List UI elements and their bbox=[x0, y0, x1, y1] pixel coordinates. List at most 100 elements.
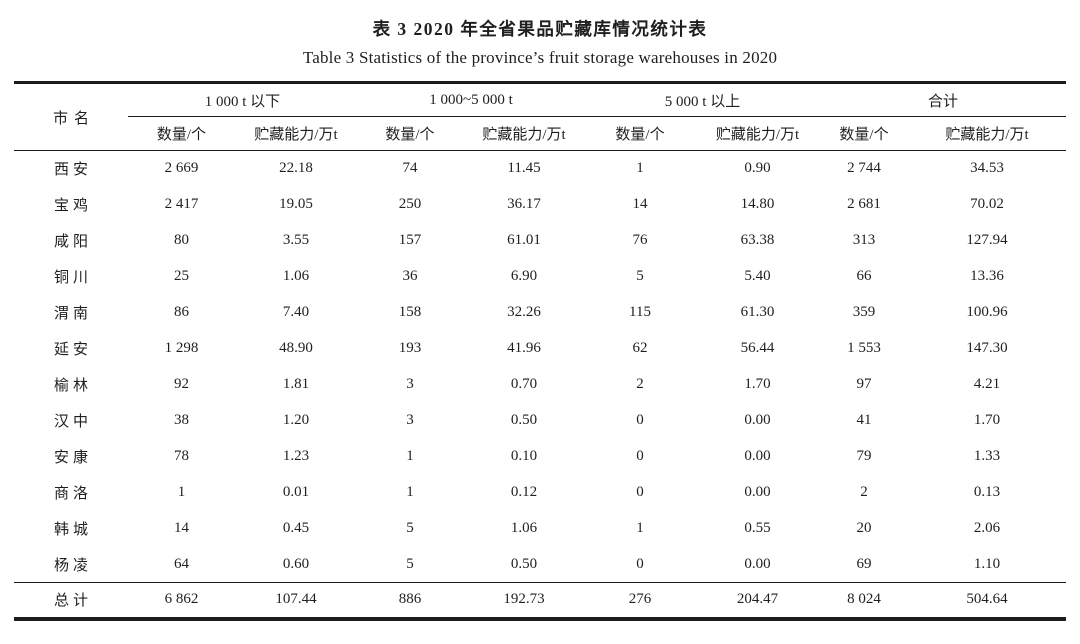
table-row: 延安 1 298 48.90 193 41.96 62 56.44 1 553 147.30 bbox=[14, 331, 1066, 367]
cell-value: 69 bbox=[856, 555, 872, 572]
cell-value: 0.00 bbox=[744, 412, 771, 428]
table-captions: 表 3 2020 年全省果品贮藏库情况统计表 Table 3 Statistic… bbox=[0, 0, 1080, 70]
cell-value: 3.55 bbox=[282, 232, 310, 248]
row-city-label: 延安 bbox=[53, 342, 92, 358]
cell-value: 20 bbox=[856, 520, 872, 536]
cell-value: 80 bbox=[173, 232, 189, 248]
cell-value: 61.30 bbox=[740, 304, 775, 320]
cell-value: 19.05 bbox=[279, 196, 313, 212]
column-group-over-5000t: 5 000 t 以上 bbox=[585, 82, 821, 117]
cell-value: 100.96 bbox=[966, 304, 1008, 320]
table-row: 铜川 25 1.06 36 6.90 5 5.40 66 13.36 bbox=[14, 259, 1066, 295]
cell-value: 0.00 bbox=[744, 484, 771, 500]
cell-value: 97 bbox=[856, 376, 872, 392]
cell-value: 127.94 bbox=[966, 232, 1008, 248]
table-caption-chinese: 表 3 2020 年全省果品贮藏库情况统计表 bbox=[372, 19, 708, 39]
column-group-1000-to-5000t: 1 000~5 000 t bbox=[356, 82, 585, 117]
cell-value: 1 bbox=[406, 484, 414, 500]
cell-value: 1 298 bbox=[164, 340, 199, 356]
cell-value: 313 bbox=[852, 232, 876, 248]
cell-value: 78 bbox=[173, 448, 189, 464]
subheader-quantity: 数量/个 bbox=[820, 116, 909, 151]
cell-value: 61.01 bbox=[507, 232, 541, 248]
cell-value: 5.40 bbox=[744, 268, 771, 284]
cell-value: 157 bbox=[398, 232, 422, 248]
header-group-row: 市名 1 000 t 以下 1 000~5 000 t 5 000 t 以上 合… bbox=[13, 82, 1067, 151]
cell-value: 0.70 bbox=[510, 376, 538, 392]
column-header-city: 市名 bbox=[13, 82, 128, 151]
cell-value: 0.50 bbox=[510, 412, 538, 428]
fruit-storage-statistics-table: 市名 1 000 t 以下 1 000~5 000 t 5 000 t 以上 合… bbox=[13, 81, 1067, 621]
table-row: 宝鸡 2 417 19.05 250 36.17 14 14.80 2 681 70.02 bbox=[14, 187, 1066, 223]
total-cell: 886 bbox=[356, 582, 463, 619]
cell-value: 4.21 bbox=[973, 376, 1001, 392]
cell-value: 0.12 bbox=[510, 484, 538, 500]
table-row: 渭南 86 7.40 158 32.26 115 61.30 359 100.96 bbox=[14, 295, 1066, 331]
cell-value: 3 bbox=[406, 376, 414, 392]
total-row: 总计 6 862 107.44 886 192.73 276 204.47 8 … bbox=[13, 582, 1067, 619]
cell-value: 0 bbox=[636, 412, 644, 428]
table-row: 汉中 38 1.20 3 0.50 0 0.00 41 1.70 bbox=[14, 403, 1066, 439]
row-city-label: 咸阳 bbox=[53, 234, 92, 250]
cell-value: 0.00 bbox=[744, 448, 771, 464]
row-city-label: 汉中 bbox=[53, 414, 92, 430]
total-cell: 504.64 bbox=[908, 582, 1067, 619]
table-row: 咸阳 80 3.55 157 61.01 76 63.38 313 127.94 bbox=[14, 223, 1066, 259]
column-group-total: 合计 bbox=[820, 82, 1067, 117]
cell-value: 7.40 bbox=[282, 304, 310, 320]
cell-value: 22.18 bbox=[279, 160, 313, 177]
cell-value: 5 bbox=[406, 520, 414, 536]
cell-value: 6.90 bbox=[510, 268, 538, 284]
cell-value: 0.10 bbox=[510, 448, 538, 464]
cell-value: 0.01 bbox=[282, 484, 310, 500]
total-cell: 107.44 bbox=[234, 582, 357, 619]
cell-value: 1.10 bbox=[973, 555, 1001, 572]
cell-value: 36 bbox=[402, 268, 418, 284]
table-row: 安康 78 1.23 1 0.10 0 0.00 79 1.33 bbox=[14, 439, 1066, 475]
cell-value: 0.50 bbox=[510, 555, 538, 572]
cell-value: 1.06 bbox=[510, 520, 538, 536]
cell-value: 70.02 bbox=[970, 196, 1004, 212]
cell-value: 48.90 bbox=[279, 340, 313, 356]
cell-value: 1.70 bbox=[973, 412, 1001, 428]
cell-value: 66 bbox=[856, 268, 872, 284]
row-city-label: 韩城 bbox=[53, 522, 92, 538]
subheader-quantity: 数量/个 bbox=[585, 116, 695, 151]
cell-value: 25 bbox=[173, 268, 189, 284]
cell-value: 76 bbox=[632, 232, 648, 248]
cell-value: 2.06 bbox=[973, 520, 1001, 536]
column-group-under-1000t: 1 000 t 以下 bbox=[127, 82, 357, 117]
total-cell: 276 bbox=[585, 582, 695, 619]
cell-value: 147.30 bbox=[966, 340, 1008, 356]
cell-value: 2 bbox=[860, 484, 868, 500]
table-row: 杨凌 64 0.60 5 0.50 0 0.00 69 1.10 bbox=[14, 547, 1066, 583]
cell-value: 1 553 bbox=[847, 340, 881, 356]
cell-value: 32.26 bbox=[507, 304, 541, 320]
cell-value: 0.45 bbox=[282, 520, 310, 536]
cell-value: 86 bbox=[173, 304, 189, 320]
total-cell: 204.47 bbox=[695, 582, 821, 619]
cell-value: 1 bbox=[636, 160, 644, 177]
cell-value: 74 bbox=[402, 160, 418, 177]
cell-value: 2 bbox=[636, 376, 644, 392]
total-cell: 8 024 bbox=[820, 582, 909, 619]
cell-value: 2 417 bbox=[164, 196, 199, 212]
cell-value: 38 bbox=[173, 412, 189, 428]
table-row: 韩城 14 0.45 5 1.06 1 0.55 20 2.06 bbox=[14, 511, 1066, 547]
cell-value: 250 bbox=[398, 196, 422, 212]
cell-value: 1.70 bbox=[744, 376, 771, 392]
cell-value: 41.96 bbox=[507, 340, 541, 356]
row-city-label: 商洛 bbox=[53, 486, 92, 502]
table-header: 市名 1 000 t 以下 1 000~5 000 t 5 000 t 以上 合… bbox=[13, 82, 1067, 151]
total-cell: 192.73 bbox=[462, 582, 585, 619]
cell-value: 359 bbox=[852, 304, 876, 320]
subheader-capacity: 贮藏能力/万t bbox=[908, 116, 1067, 151]
row-city-label: 榆林 bbox=[53, 378, 92, 394]
table-row: 榆林 92 1.81 3 0.70 2 1.70 97 4.21 bbox=[14, 367, 1066, 403]
total-row-label: 总计 bbox=[13, 582, 128, 619]
cell-value: 0.90 bbox=[744, 160, 771, 177]
subheader-capacity: 贮藏能力/万t bbox=[234, 116, 357, 151]
cell-value: 5 bbox=[636, 268, 644, 284]
cell-value: 63.38 bbox=[740, 232, 775, 248]
cell-value: 115 bbox=[629, 304, 651, 320]
